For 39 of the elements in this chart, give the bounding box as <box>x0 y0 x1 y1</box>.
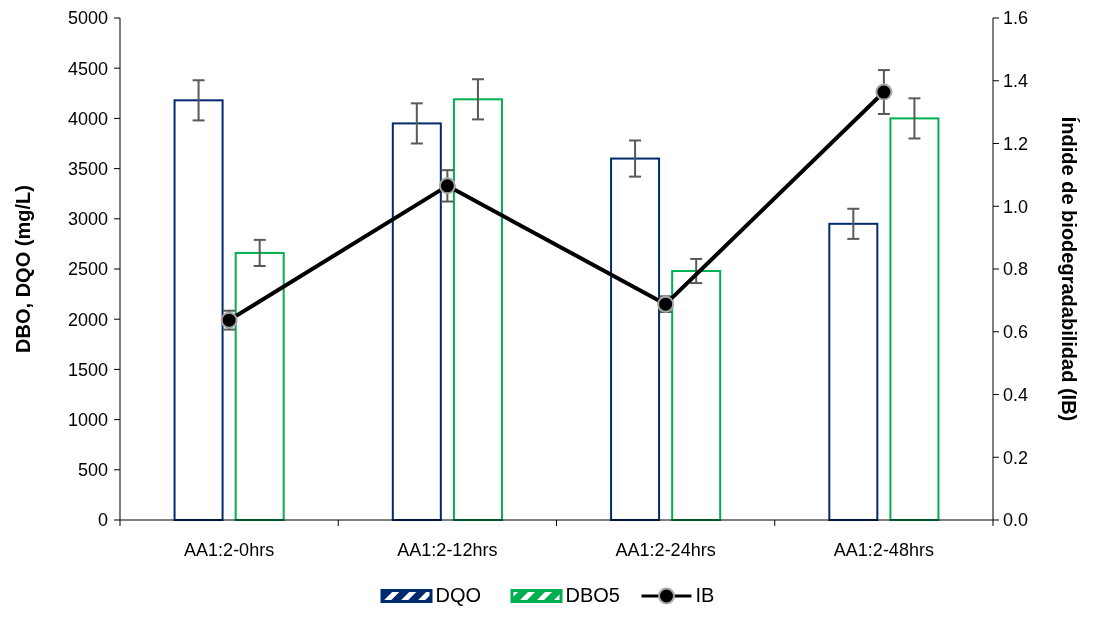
point <box>438 177 456 195</box>
y-tick-label: 500 <box>77 460 108 481</box>
y-tick-label: 3500 <box>67 158 108 179</box>
bar <box>173 99 224 521</box>
y2-tick-label: 0.0 <box>1003 510 1029 531</box>
y2-tick-label: 1.6 <box>1003 8 1029 29</box>
y-tick-label: 2000 <box>67 309 108 330</box>
x-tick-label: AA1:2-48hrs <box>833 540 934 560</box>
legend-label: IB <box>695 584 715 606</box>
y-tick-label: 3000 <box>67 209 108 230</box>
y2-axis-title: Índide de biodegradabilidad (IB) <box>1058 116 1080 422</box>
x-tick-label: AA1:2-24hrs <box>615 540 716 560</box>
y-axis-title: DBO, DQO (mg/L) <box>12 185 34 353</box>
y2-tick-label: 0.2 <box>1003 447 1029 468</box>
y-tick-label: 4500 <box>67 58 108 79</box>
y2-tick-label: 1.0 <box>1003 196 1029 217</box>
y2-tick-label: 0.8 <box>1003 259 1029 280</box>
y2-tick-label: 1.2 <box>1003 133 1029 154</box>
bar <box>610 157 661 521</box>
legend-label: DBO5 <box>565 584 620 606</box>
bar <box>391 122 442 521</box>
legend-label: DQO <box>435 584 482 606</box>
bar <box>452 98 503 521</box>
x-tick-label: AA1:2-0hrs <box>184 540 275 560</box>
y2-tick-label: 0.6 <box>1003 322 1029 343</box>
y-tick-label: 0 <box>97 510 108 531</box>
y-tick-label: 5000 <box>67 8 108 29</box>
bar <box>234 251 285 521</box>
bar <box>671 270 722 521</box>
y-tick-label: 1500 <box>67 359 108 380</box>
point <box>875 83 893 101</box>
y-tick-label: 4000 <box>67 108 108 129</box>
y2-tick-label: 1.4 <box>1003 71 1029 92</box>
x-tick-label: AA1:2-12hrs <box>397 540 498 560</box>
y-tick-label: 2500 <box>67 259 108 280</box>
y-tick-label: 1000 <box>67 409 108 430</box>
bar <box>828 222 879 521</box>
y2-tick-label: 0.4 <box>1003 384 1029 405</box>
bar <box>889 117 940 521</box>
